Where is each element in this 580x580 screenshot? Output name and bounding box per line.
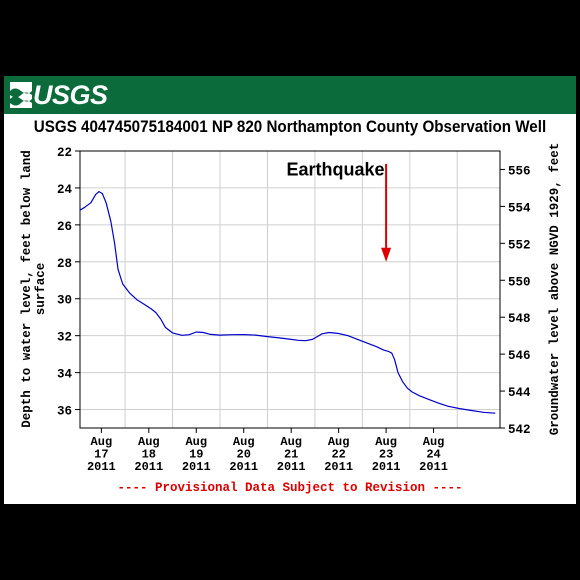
provisional-notice: ---- Provisional Data Subject to Revisio…	[117, 481, 462, 495]
graph-panel: USGS USGS 404745075184001 NP 820 Northam…	[4, 76, 576, 504]
earthquake-label: Earthquake	[286, 159, 384, 179]
y-right-tick-label: 542	[508, 423, 531, 437]
y-left-tick-label: 30	[57, 294, 72, 308]
x-tick-label: 23	[379, 448, 393, 462]
plot-frame	[79, 150, 501, 429]
y-right-tick-label: 550	[508, 275, 531, 289]
grid-lines	[80, 151, 500, 428]
x-tick-label: Aug	[328, 435, 350, 449]
x-tick-label: 2011	[182, 460, 211, 474]
y-axis-right-label: Groundwater level above NGVD 1929, feet	[548, 143, 562, 436]
data-series	[79, 191, 496, 414]
x-tick-label: 17	[94, 448, 108, 462]
x-tick-label: 20	[237, 448, 251, 462]
usgs-logo: USGS	[10, 81, 108, 109]
x-tick-label: 22	[331, 448, 345, 462]
x-tick-label: 2011	[324, 460, 353, 474]
y-left-tick-label: 28	[57, 257, 72, 271]
x-tick-label: 2011	[419, 460, 448, 474]
y-right-tick-label: 554	[508, 201, 531, 215]
y-left-tick-label: 32	[57, 331, 72, 345]
x-tick-label: 21	[284, 448, 298, 462]
y-left-tick-label: 34	[57, 368, 73, 382]
x-tick-label: 2011	[87, 460, 116, 474]
y-right-tick-label: 546	[508, 349, 531, 363]
x-tick-label: 2011	[229, 460, 258, 474]
x-tick-label: 19	[189, 448, 203, 462]
x-tick-label: Aug	[138, 435, 160, 449]
x-tick-label: 2011	[134, 460, 163, 474]
x-tick-label: 24	[426, 448, 440, 462]
x-tick-label: 18	[142, 448, 156, 462]
y-right-tick-label: 544	[508, 386, 531, 400]
x-tick-label: Aug	[233, 435, 255, 449]
x-tick-label: 2011	[277, 460, 306, 474]
earthquake-arrow-head	[381, 247, 392, 262]
y-left-tick-label: 22	[57, 146, 72, 160]
usgs-banner: USGS	[4, 76, 576, 114]
y-right-tick-label: 548	[508, 312, 531, 326]
x-tick-label: Aug	[91, 435, 113, 449]
y-left-tick-label: 24	[57, 183, 73, 197]
usgs-wave-icon	[10, 82, 32, 108]
water-level-line	[79, 191, 496, 414]
x-tick-label: Aug	[423, 435, 445, 449]
y-right-tick-label: 556	[508, 164, 531, 178]
x-tick-label: Aug	[280, 435, 302, 449]
y-left-tick-label: 26	[57, 220, 72, 234]
annotations: Earthquake	[286, 159, 392, 262]
x-tick-label: 2011	[372, 460, 401, 474]
axis-ticks: 22 24 26 28 30 32 34 36 556 554 552 550 548 546 544 542…	[57, 146, 531, 474]
y-left-tick-label: 36	[57, 405, 72, 419]
x-tick-label: Aug	[375, 435, 397, 449]
y-axis-left-label: Depth to water level, feet below landsur…	[20, 150, 48, 428]
chart-title: USGS 404745075184001 NP 820 Northampton …	[33, 118, 547, 136]
y-right-tick-label: 552	[508, 238, 531, 252]
usgs-logo-text: USGS	[33, 80, 108, 110]
x-tick-label: Aug	[185, 435, 207, 449]
